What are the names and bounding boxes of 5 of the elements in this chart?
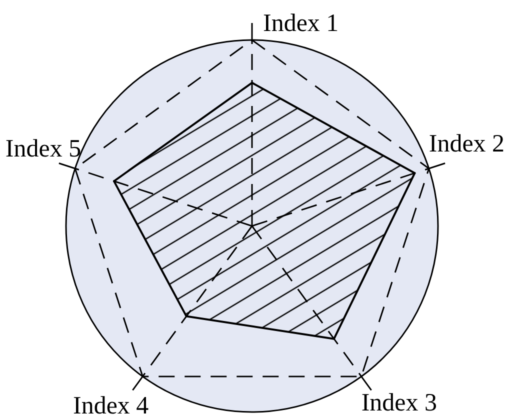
spoke-label: Index 4 <box>73 392 150 419</box>
spoke-label: Index 1 <box>263 10 339 37</box>
spoke-label: Index 2 <box>428 130 505 158</box>
spoke-label: Index 3 <box>361 389 437 416</box>
spoke-label: Index 5 <box>5 136 82 163</box>
